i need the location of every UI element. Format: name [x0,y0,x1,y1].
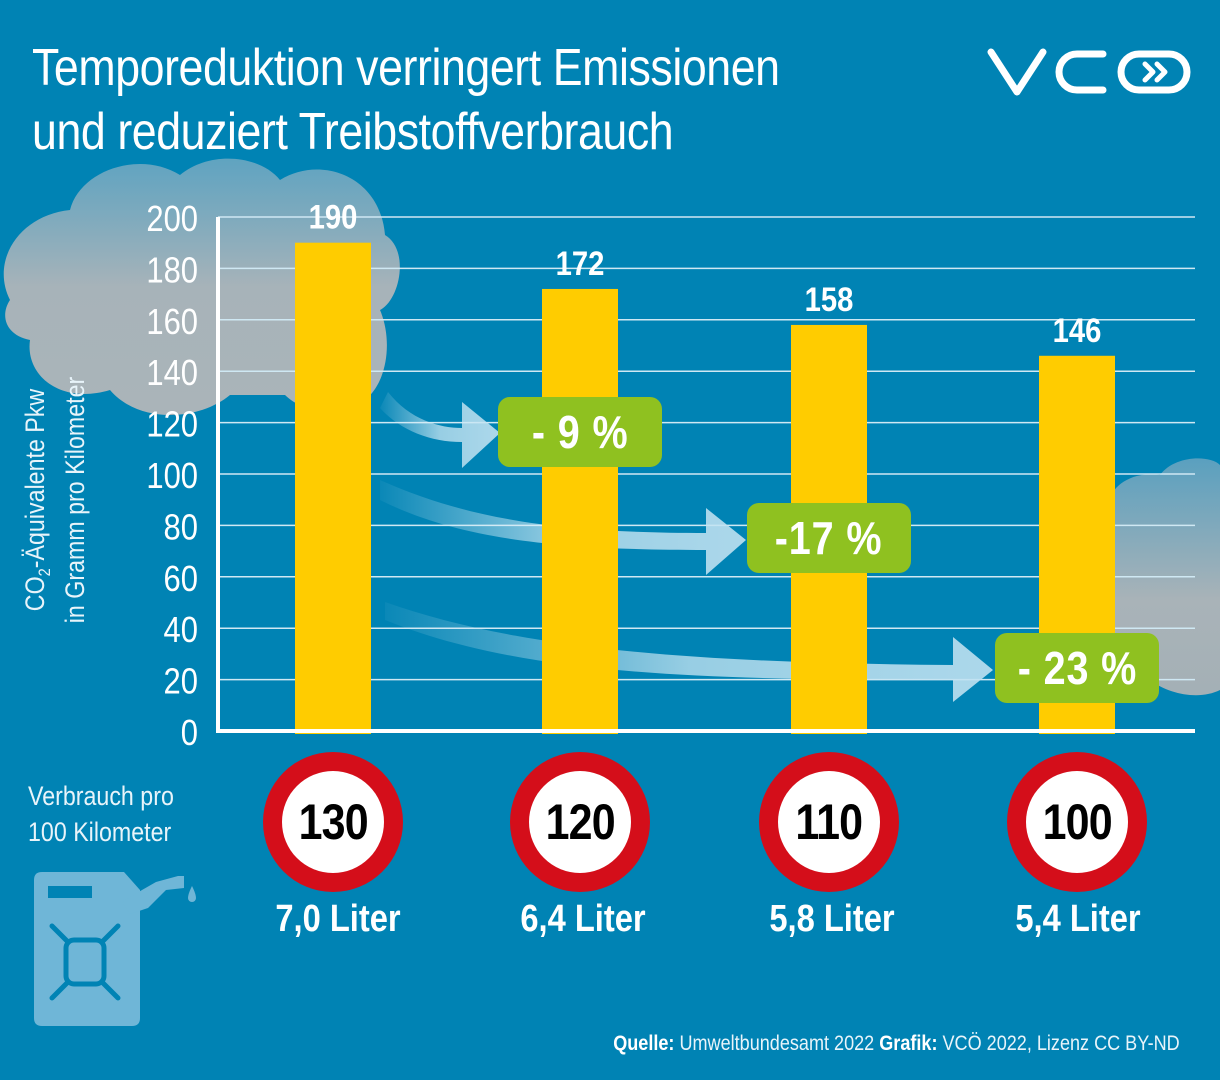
y-tick-label: 160 [146,303,198,343]
y-tick-label: 80 [164,508,198,548]
consumption-100: 5,4 Liter [1015,898,1141,940]
bar-value-label: 190 [309,198,358,237]
consumption-legend-line-2: 100 Kilometer [28,817,172,847]
bar-120 [542,288,618,734]
title-line-2: und reduziert Treibstoffverbrauch [32,103,674,161]
speed-limit-value: 110 [795,794,864,850]
reduction-badge-23: - 23 % [995,633,1159,703]
graphic-label: Grafik: [879,1032,938,1055]
y-axis-label: CO2-Äquivalente Pkw in Gramm pro Kilomet… [20,300,91,700]
consumption-110: 5,8 Liter [769,898,895,940]
reduction-badge-17: -17 % [747,503,911,573]
speed-limit-value: 100 [1042,794,1112,850]
y-tick-label: 40 [164,611,198,651]
title-line-1: Temporeduktion verringert Emissionen [32,39,780,97]
y-tick-label: 20 [164,663,198,703]
y-tick-label: 100 [146,457,198,497]
consumption-130: 7,0 Liter [275,898,401,940]
y-tick-label: 120 [146,406,198,446]
y-axis-ticks: 0 20 40 60 80 100 120 140 160 180 200 [146,200,198,754]
graphic-value: VCÖ 2022, Lizenz CC BY-ND [942,1032,1180,1055]
page-title: Temporeduktion verringert Emissionen und… [32,36,780,164]
y-tick-label: 0 [181,714,198,754]
y-tick-label: 200 [146,200,198,240]
speed-limit-sign-110: 110 [759,752,899,892]
source-label: Quelle: [613,1032,675,1055]
y-axis-label-line-2: in Gramm pro Kilometer [60,376,90,624]
consumption-legend-line-1: Verbrauch pro [28,781,174,811]
speed-limit-value: 120 [545,794,615,850]
consumption-120: 6,4 Liter [520,898,646,940]
y-tick-label: 60 [164,560,198,600]
arrow-9-percent [380,392,500,468]
gridlines [218,216,1195,681]
arrow-23-percent [385,602,993,702]
source-value: Umweltbundesamt 2022 [679,1032,875,1055]
bar-value-labels: 190 172 158 146 [309,198,1102,350]
bar-value-label: 146 [1053,311,1102,350]
consumption-legend: Verbrauch pro 100 Kilometer [28,778,174,850]
fuel-canister-icon [34,872,196,1026]
bar-130 [295,242,371,734]
source-credit: Quelle: Umweltbundesamt 2022 Grafik: VCÖ… [614,1032,1180,1056]
y-tick-label: 140 [146,354,198,394]
bar-value-label: 172 [556,244,605,283]
reduction-badge-9: - 9 % [498,397,662,467]
speed-limit-value: 130 [298,794,368,850]
y-axis-label-line-1: CO2-Äquivalente Pkw [20,388,54,612]
bar-value-label: 158 [805,280,854,319]
speed-limit-sign-120: 120 [510,752,650,892]
vco-logo [987,48,1191,96]
speed-limit-sign-130: 130 [263,752,403,892]
y-tick-label: 180 [146,251,198,291]
speed-limit-sign-100: 100 [1007,752,1147,892]
